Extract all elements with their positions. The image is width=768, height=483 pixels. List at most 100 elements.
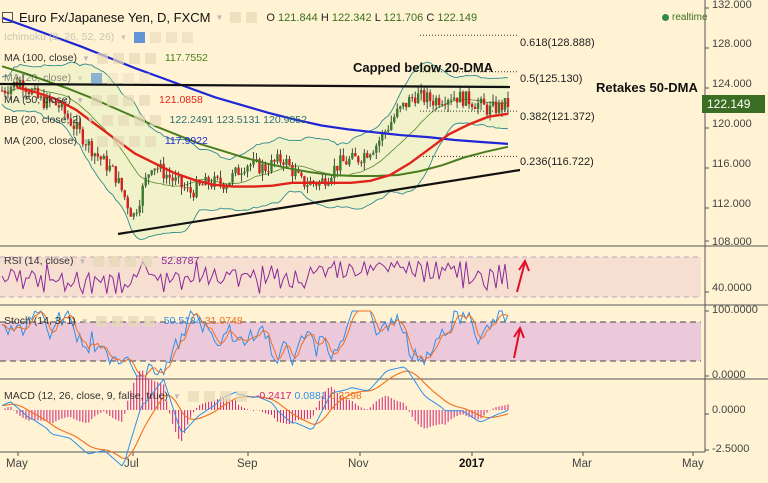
plus-icon[interactable] xyxy=(219,390,231,402)
legend-ma100[interactable]: MA (100, close) ▼ 117.7552 xyxy=(4,52,208,64)
legend-ma20[interactable]: MA (20, close) ▼ xyxy=(4,72,151,84)
eye-icon[interactable] xyxy=(96,52,108,64)
collapse-icon[interactable] xyxy=(2,12,13,23)
support-trendline[interactable] xyxy=(117,168,521,236)
candle-body xyxy=(363,153,366,163)
plus-icon[interactable] xyxy=(128,135,140,147)
x-tick-label: Sep xyxy=(237,458,258,470)
candle-body xyxy=(267,171,270,173)
gear-icon[interactable] xyxy=(112,135,124,147)
candle-body xyxy=(464,91,468,106)
close-icon[interactable] xyxy=(141,255,153,267)
candle-body xyxy=(237,167,240,175)
macd-signal-value: 0.3298 xyxy=(329,390,362,402)
close-icon[interactable] xyxy=(144,52,156,64)
symbol-legend[interactable]: Euro Fx/Japanese Yen, D, FXCM ▼ O 121.84… xyxy=(2,10,477,25)
candle-body xyxy=(446,100,450,105)
close-icon[interactable] xyxy=(139,94,151,106)
candle-body xyxy=(479,98,483,104)
close-icon[interactable] xyxy=(149,114,161,126)
candle-body xyxy=(393,116,396,123)
candle-body xyxy=(330,178,333,183)
candle-body xyxy=(491,101,495,106)
candle-body xyxy=(78,121,82,130)
chevron-down-icon[interactable]: ▼ xyxy=(172,391,181,401)
close-icon[interactable] xyxy=(235,390,247,402)
fib-label: 0.618(128.888) xyxy=(520,37,595,49)
gear-icon[interactable] xyxy=(107,72,119,84)
gear-icon[interactable] xyxy=(109,255,121,267)
candle-body xyxy=(156,168,159,170)
chevron-down-icon[interactable]: ▼ xyxy=(80,316,89,326)
legend-bb[interactable]: BB (20, close, 2) ▼ 122.2491 123.5131 120… xyxy=(4,114,307,126)
candle-body xyxy=(354,153,357,157)
plus-icon[interactable] xyxy=(133,114,145,126)
legend-stoch[interactable]: Stoch (14, 3, 1) ▼ 50.5184 31.0748 xyxy=(4,315,243,327)
stoch-k-line xyxy=(1,309,509,377)
eye-icon[interactable] xyxy=(93,255,105,267)
bollinger-fill xyxy=(1,61,509,240)
ma50-line xyxy=(16,86,509,188)
eye-icon[interactable] xyxy=(91,94,103,106)
chevron-down-icon[interactable]: ▼ xyxy=(86,115,95,125)
eye-icon[interactable] xyxy=(95,315,107,327)
legend-ma200[interactable]: MA (200, close) ▼ 117.9922 xyxy=(4,135,208,147)
legend-ma50[interactable]: MA (50, close) ▼ 121.0858 xyxy=(4,94,203,106)
chevron-down-icon[interactable]: ▼ xyxy=(215,13,224,22)
candle-body xyxy=(9,87,13,94)
stoch-tick-label: 0.0000 xyxy=(712,369,746,379)
status-dot-icon xyxy=(662,14,669,21)
gear-icon[interactable] xyxy=(107,94,119,106)
candle-body xyxy=(105,155,108,171)
candle-body xyxy=(485,104,489,115)
x-tick-label: Jul xyxy=(124,458,139,470)
plus-icon[interactable] xyxy=(166,31,178,43)
plus-icon[interactable] xyxy=(128,52,140,64)
gear-icon[interactable] xyxy=(246,12,258,23)
plus-icon[interactable] xyxy=(123,94,135,106)
close-icon[interactable] xyxy=(143,315,155,327)
candle-body xyxy=(422,89,426,103)
gear-icon[interactable] xyxy=(111,315,123,327)
candle-body xyxy=(264,164,267,172)
chevron-down-icon[interactable]: ▼ xyxy=(81,136,90,146)
resistance-trendline[interactable] xyxy=(0,82,511,89)
candle-body xyxy=(402,102,405,107)
gear-icon[interactable] xyxy=(112,52,124,64)
legend-rsi[interactable]: RSI (14, close) ▼ 52.8787 xyxy=(4,255,200,267)
chevron-down-icon[interactable]: ▼ xyxy=(76,95,85,105)
candle-body xyxy=(458,91,462,103)
close-icon[interactable] xyxy=(144,135,156,147)
eye-icon[interactable] xyxy=(134,31,146,43)
chevron-down-icon[interactable]: ▼ xyxy=(119,32,128,42)
close-icon[interactable] xyxy=(139,72,151,84)
eye-icon[interactable] xyxy=(230,12,242,23)
close-icon[interactable] xyxy=(182,31,194,43)
ma100-line xyxy=(1,65,509,177)
chevron-down-icon[interactable]: ▼ xyxy=(76,73,85,83)
candle-body xyxy=(255,159,258,161)
plus-icon[interactable] xyxy=(123,72,135,84)
candle-body xyxy=(219,177,222,185)
gear-icon[interactable] xyxy=(203,390,215,402)
eye-icon[interactable] xyxy=(96,135,108,147)
candle-body xyxy=(407,97,411,108)
candle-body xyxy=(81,129,85,145)
candle-body xyxy=(186,187,189,189)
legend-ichimoku[interactable]: Ichimoku (9, 26, 52, 26) ▼ xyxy=(4,31,194,43)
macd-pane xyxy=(1,366,509,467)
gear-icon[interactable] xyxy=(150,31,162,43)
macd-hist-value: -0.2417 xyxy=(255,390,292,402)
chevron-down-icon[interactable]: ▼ xyxy=(78,256,87,266)
gear-icon[interactable] xyxy=(117,114,129,126)
legend-macd[interactable]: MACD (12, 26, close, 9, false, true) ▼ -0… xyxy=(4,390,362,402)
eye-icon[interactable] xyxy=(91,72,103,84)
plus-icon[interactable] xyxy=(125,255,137,267)
plus-icon[interactable] xyxy=(127,315,139,327)
candle-body xyxy=(273,160,276,162)
chevron-down-icon[interactable]: ▼ xyxy=(81,53,90,63)
candle-body xyxy=(482,98,486,105)
eye-icon[interactable] xyxy=(101,114,113,126)
eye-icon[interactable] xyxy=(187,390,199,402)
